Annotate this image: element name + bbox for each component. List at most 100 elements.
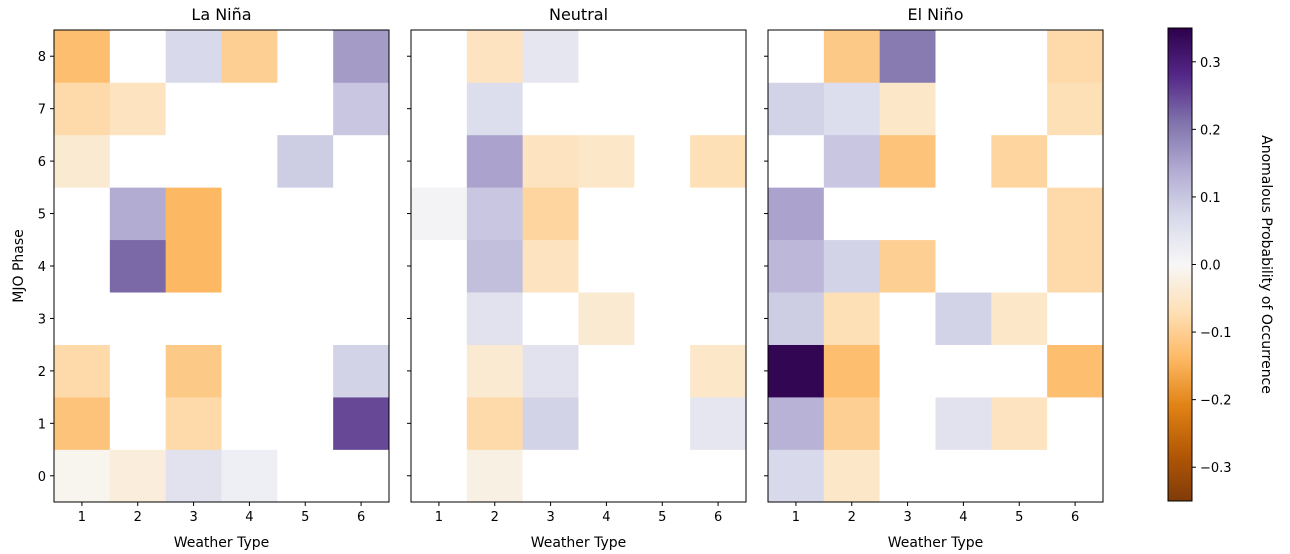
heatmap-cell (1047, 344, 1104, 398)
heatmap-cell (578, 187, 635, 241)
colorbar-tick-label: 0.3 (1200, 56, 1221, 71)
heatmap-cell (522, 449, 579, 503)
heatmap-cell (466, 187, 523, 241)
heatmap-cell (768, 239, 825, 293)
y-tick-label: 1 (38, 417, 46, 432)
heatmap-cell (634, 82, 691, 136)
heatmap-cell (768, 397, 825, 450)
heatmap-cell (333, 187, 390, 241)
x-tick-label: 4 (245, 510, 253, 525)
heatmap-cell (578, 449, 635, 503)
heatmap-cell (879, 30, 936, 83)
heatmap-cell (1047, 134, 1104, 188)
y-axis-label: MJO Phase (11, 229, 27, 302)
y-tick-label: 3 (38, 312, 46, 327)
x-tick-label: 3 (189, 510, 197, 525)
heatmap-cell (522, 82, 579, 136)
heatmap-cell (991, 134, 1048, 188)
heatmap-cell (879, 397, 936, 450)
heatmap-cell (109, 397, 166, 450)
heatmap-cell (277, 134, 334, 188)
heatmap-cell (466, 344, 523, 398)
colorbar-scale (1168, 28, 1192, 501)
heatmap-cell (109, 292, 166, 345)
heatmap-cell (690, 239, 747, 293)
heatmap-cell (991, 397, 1048, 450)
heatmap-cell (935, 82, 992, 136)
heatmap-cell (466, 397, 523, 450)
heatmap-cell (165, 397, 222, 450)
heatmap-cell (165, 292, 222, 345)
heatmap-cell (221, 292, 278, 345)
heatmap-cell (54, 397, 111, 450)
heatmap-cell (634, 397, 691, 450)
heatmap-cell (165, 187, 222, 241)
heatmap-cell (879, 344, 936, 398)
heatmap-cell (221, 82, 278, 136)
x-axis-label: Weather Type (888, 535, 984, 551)
heatmap-cell (1047, 30, 1104, 83)
heatmap-cell (1047, 239, 1104, 293)
panel-title: El Niño (908, 5, 964, 24)
heatmap-cell (823, 292, 880, 345)
heatmap-cell (991, 449, 1048, 503)
heatmap-cell (54, 82, 111, 136)
heatmap-cell (991, 239, 1048, 293)
heatmap-cell (221, 134, 278, 188)
panel-title: La Niña (191, 5, 251, 24)
x-tick-label: 1 (792, 510, 800, 525)
heatmap-cell (690, 134, 747, 188)
heatmap-cell (578, 397, 635, 450)
heatmap-cell (522, 239, 579, 293)
colorbar-tick-label: −0.3 (1200, 461, 1232, 476)
heatmap-cell (1047, 397, 1104, 450)
heatmap-cell (109, 187, 166, 241)
heatmap-cell (935, 239, 992, 293)
heatmap-cell (54, 239, 111, 293)
colorbar-label: Anomalous Probability of Occurrence (1258, 135, 1274, 394)
heatmap-cell (54, 187, 111, 241)
heatmap-cell (935, 134, 992, 188)
y-tick-label: 7 (38, 103, 46, 118)
heatmap-cell (109, 344, 166, 398)
heatmap-cell (879, 187, 936, 241)
heatmap-cell (411, 134, 468, 188)
x-tick-label: 4 (602, 510, 610, 525)
heatmap-cell (277, 239, 334, 293)
heatmap-cell (768, 82, 825, 136)
heatmap-cell (411, 187, 468, 241)
x-tick-label: 5 (1015, 510, 1023, 525)
heatmap-cell (578, 82, 635, 136)
heatmap-cell (935, 187, 992, 241)
heatmap-cell (522, 344, 579, 398)
heatmap-cell (1047, 187, 1104, 241)
heatmap-cell (221, 30, 278, 83)
x-tick-label: 5 (301, 510, 309, 525)
heatmap-cell (578, 344, 635, 398)
heatmap-cell (221, 344, 278, 398)
colorbar-tick-label: 0.1 (1200, 191, 1221, 206)
heatmap-cell (277, 292, 334, 345)
heatmap-cell (333, 134, 390, 188)
heatmap-cell (935, 30, 992, 83)
heatmap-cell (522, 134, 579, 188)
heatmap-cell (165, 134, 222, 188)
heatmap-cell (879, 239, 936, 293)
panel-title: Neutral (549, 5, 608, 24)
heatmap-cell (165, 82, 222, 136)
heatmap-cell (879, 134, 936, 188)
x-tick-label: 3 (546, 510, 554, 525)
heatmap-cell (333, 239, 390, 293)
heatmap-cell (935, 449, 992, 503)
heatmap-cell (522, 30, 579, 83)
x-axis-label: Weather Type (531, 535, 627, 551)
heatmap-cell (466, 292, 523, 345)
heatmap-cell (690, 187, 747, 241)
heatmap-cell (221, 397, 278, 450)
heatmap-cell (466, 449, 523, 503)
x-tick-label: 6 (1071, 510, 1079, 525)
heatmap-cell (277, 344, 334, 398)
heatmap-cell (333, 30, 390, 83)
heatmap-cell (466, 82, 523, 136)
colorbar-tick-label: 0.2 (1200, 123, 1221, 138)
